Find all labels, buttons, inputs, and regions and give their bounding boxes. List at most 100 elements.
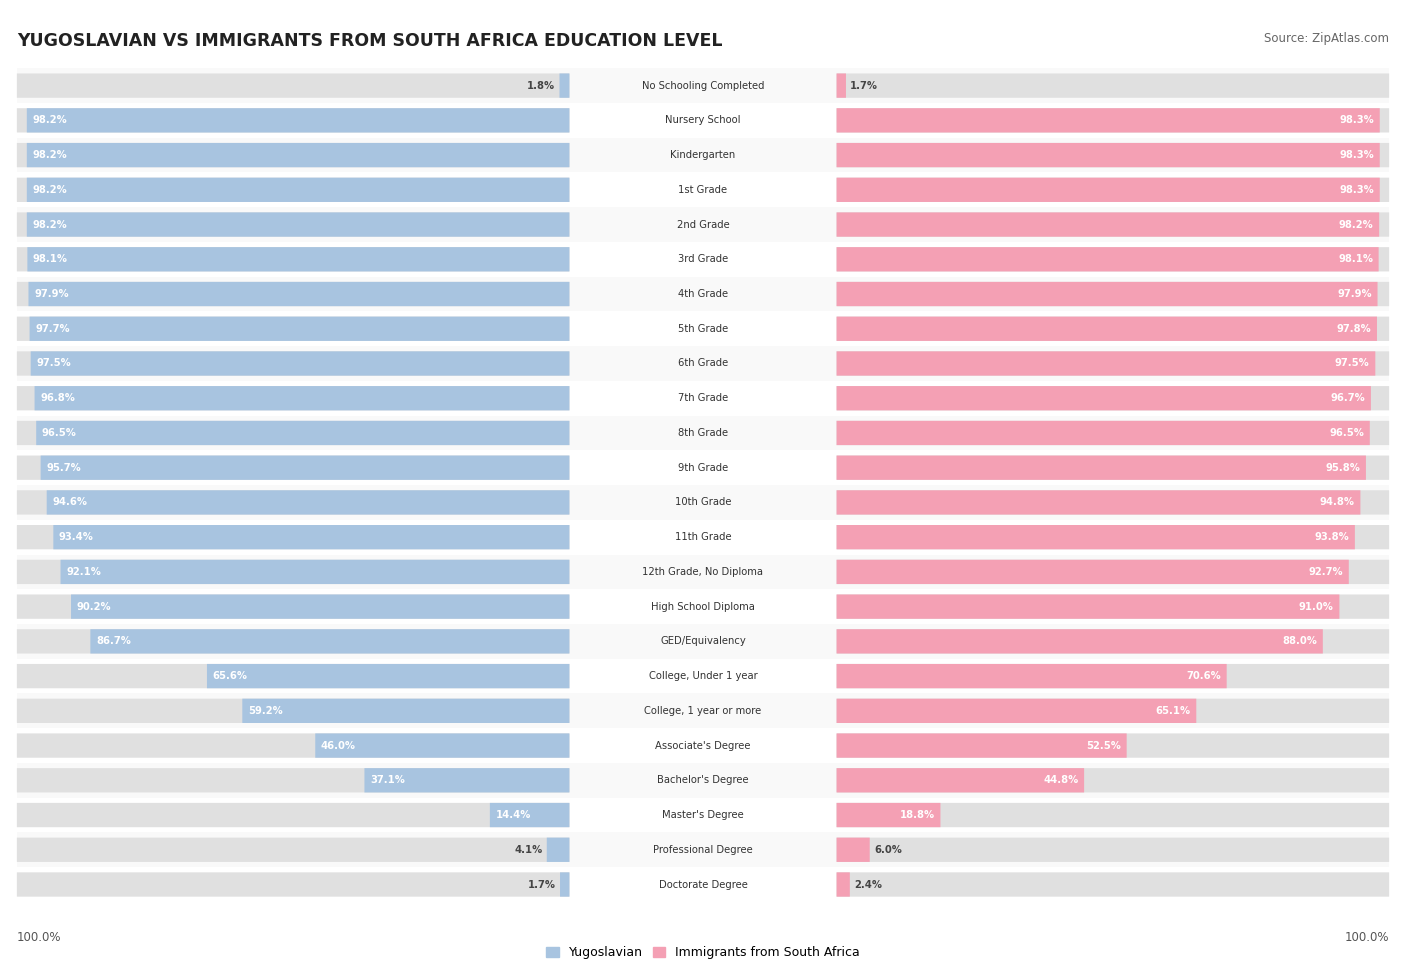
Legend: Yugoslavian, Immigrants from South Africa: Yugoslavian, Immigrants from South Afric… — [541, 941, 865, 964]
FancyBboxPatch shape — [17, 247, 569, 271]
Bar — [17, 415, 1389, 450]
Text: 97.7%: 97.7% — [35, 324, 70, 333]
FancyBboxPatch shape — [837, 143, 1379, 168]
FancyBboxPatch shape — [837, 560, 1348, 584]
Bar — [17, 381, 1389, 415]
FancyBboxPatch shape — [17, 386, 569, 410]
Text: No Schooling Completed: No Schooling Completed — [641, 81, 765, 91]
FancyBboxPatch shape — [837, 838, 1389, 862]
FancyBboxPatch shape — [837, 421, 1389, 446]
FancyBboxPatch shape — [837, 490, 1389, 515]
Text: 97.5%: 97.5% — [1334, 359, 1369, 369]
Text: 52.5%: 52.5% — [1087, 741, 1121, 751]
Bar — [17, 589, 1389, 624]
Text: 96.8%: 96.8% — [41, 393, 75, 404]
FancyBboxPatch shape — [17, 177, 569, 202]
FancyBboxPatch shape — [364, 768, 569, 793]
Text: 65.1%: 65.1% — [1156, 706, 1191, 716]
FancyBboxPatch shape — [17, 629, 569, 653]
FancyBboxPatch shape — [837, 143, 1389, 168]
FancyBboxPatch shape — [837, 768, 1389, 793]
FancyBboxPatch shape — [837, 768, 1084, 793]
Text: 100.0%: 100.0% — [17, 931, 62, 945]
FancyBboxPatch shape — [31, 351, 569, 375]
FancyBboxPatch shape — [17, 455, 569, 480]
Text: 98.3%: 98.3% — [1340, 115, 1374, 126]
Bar — [17, 450, 1389, 486]
FancyBboxPatch shape — [837, 351, 1389, 375]
Text: 6th Grade: 6th Grade — [678, 359, 728, 369]
FancyBboxPatch shape — [41, 455, 569, 480]
FancyBboxPatch shape — [17, 282, 569, 306]
Text: 8th Grade: 8th Grade — [678, 428, 728, 438]
Text: 96.5%: 96.5% — [1329, 428, 1364, 438]
FancyBboxPatch shape — [837, 629, 1389, 653]
FancyBboxPatch shape — [53, 525, 569, 549]
FancyBboxPatch shape — [17, 213, 569, 237]
Text: Doctorate Degree: Doctorate Degree — [658, 879, 748, 889]
FancyBboxPatch shape — [837, 525, 1355, 549]
FancyBboxPatch shape — [837, 802, 1389, 827]
Bar — [17, 728, 1389, 763]
FancyBboxPatch shape — [837, 73, 1389, 98]
FancyBboxPatch shape — [837, 699, 1389, 723]
FancyBboxPatch shape — [837, 802, 941, 827]
FancyBboxPatch shape — [560, 73, 569, 98]
Bar — [17, 311, 1389, 346]
FancyBboxPatch shape — [60, 560, 569, 584]
Text: 96.5%: 96.5% — [42, 428, 77, 438]
FancyBboxPatch shape — [837, 733, 1126, 758]
FancyBboxPatch shape — [837, 386, 1371, 410]
FancyBboxPatch shape — [837, 421, 1369, 446]
Text: 97.9%: 97.9% — [34, 289, 69, 299]
Text: 65.6%: 65.6% — [212, 671, 247, 682]
FancyBboxPatch shape — [17, 560, 569, 584]
Bar — [17, 798, 1389, 833]
Text: 97.5%: 97.5% — [37, 359, 72, 369]
FancyBboxPatch shape — [35, 386, 569, 410]
Bar — [17, 277, 1389, 311]
FancyBboxPatch shape — [27, 108, 569, 133]
FancyBboxPatch shape — [489, 802, 569, 827]
Text: College, 1 year or more: College, 1 year or more — [644, 706, 762, 716]
Text: 11th Grade: 11th Grade — [675, 532, 731, 542]
Text: Bachelor's Degree: Bachelor's Degree — [657, 775, 749, 785]
FancyBboxPatch shape — [17, 664, 569, 688]
FancyBboxPatch shape — [837, 213, 1389, 237]
Text: 100.0%: 100.0% — [1344, 931, 1389, 945]
Text: 97.9%: 97.9% — [1337, 289, 1372, 299]
FancyBboxPatch shape — [547, 838, 569, 862]
Text: 18.8%: 18.8% — [900, 810, 935, 820]
Text: 1.7%: 1.7% — [851, 81, 879, 91]
FancyBboxPatch shape — [837, 108, 1379, 133]
Text: YUGOSLAVIAN VS IMMIGRANTS FROM SOUTH AFRICA EDUCATION LEVEL: YUGOSLAVIAN VS IMMIGRANTS FROM SOUTH AFR… — [17, 32, 723, 50]
FancyBboxPatch shape — [17, 699, 569, 723]
FancyBboxPatch shape — [27, 143, 569, 168]
FancyBboxPatch shape — [17, 73, 569, 98]
FancyBboxPatch shape — [37, 421, 569, 446]
Text: 1.7%: 1.7% — [527, 879, 555, 889]
Bar — [17, 555, 1389, 589]
Bar — [17, 833, 1389, 867]
Bar — [17, 137, 1389, 173]
FancyBboxPatch shape — [837, 455, 1365, 480]
Text: 97.8%: 97.8% — [1337, 324, 1371, 333]
FancyBboxPatch shape — [90, 629, 569, 653]
FancyBboxPatch shape — [837, 733, 1389, 758]
Bar — [17, 103, 1389, 137]
FancyBboxPatch shape — [17, 108, 569, 133]
Text: 93.4%: 93.4% — [59, 532, 94, 542]
FancyBboxPatch shape — [837, 317, 1389, 341]
Text: 1.8%: 1.8% — [527, 81, 555, 91]
Text: 94.8%: 94.8% — [1320, 497, 1355, 507]
Text: 95.8%: 95.8% — [1326, 463, 1360, 473]
FancyBboxPatch shape — [46, 490, 569, 515]
FancyBboxPatch shape — [837, 177, 1379, 202]
Text: 86.7%: 86.7% — [96, 637, 131, 646]
Text: 98.2%: 98.2% — [1339, 219, 1374, 229]
Text: 6.0%: 6.0% — [875, 844, 901, 855]
Text: 70.6%: 70.6% — [1187, 671, 1220, 682]
FancyBboxPatch shape — [837, 595, 1340, 619]
FancyBboxPatch shape — [837, 490, 1361, 515]
FancyBboxPatch shape — [837, 455, 1389, 480]
